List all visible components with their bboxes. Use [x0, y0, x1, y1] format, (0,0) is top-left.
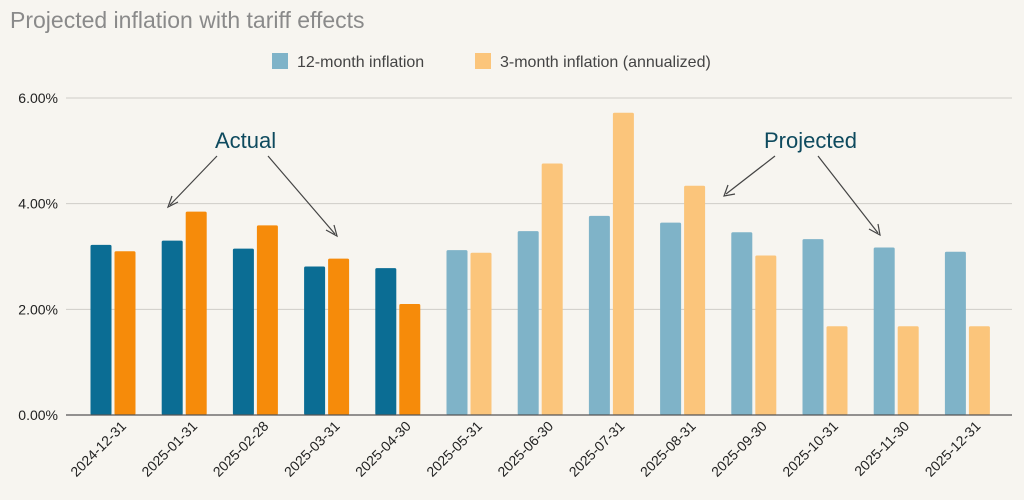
x-tick-label: 2025-05-31: [423, 418, 485, 480]
x-tick-label: 2025-07-31: [566, 418, 628, 480]
arrow-projected-left: [725, 155, 776, 195]
x-tick-label: 2024-12-31: [67, 418, 129, 480]
y-axis-ticks: 0.00% 2.00% 4.00% 6.00%: [18, 90, 58, 423]
legend-label-3-month: 3-month inflation (annualized): [500, 54, 711, 71]
legend: 12-month inflation 3-month inflation (an…: [272, 53, 711, 71]
bar-3-month: [256, 225, 278, 415]
bar-12-month: [304, 266, 326, 415]
x-tick-label: 2025-11-30: [851, 418, 912, 479]
bar-3-month: [114, 251, 136, 415]
bar-12-month: [375, 268, 397, 415]
annotation-actual: Actual: [215, 128, 276, 153]
x-tick-label: 2025-10-31: [779, 418, 841, 480]
x-tick-label: 2025-12-31: [922, 418, 984, 480]
x-tick-label: 2025-01-31: [138, 418, 200, 480]
bar-3-month: [470, 252, 492, 415]
legend-swatch-3-month: [475, 53, 491, 69]
bar-12-month: [873, 247, 895, 415]
bar-12-month: [232, 248, 254, 415]
bar-3-month: [541, 163, 563, 415]
arrow-projected-right: [817, 155, 879, 234]
bar-12-month: [161, 240, 183, 415]
x-tick-label: 2025-09-30: [708, 418, 770, 480]
annotation-projected: Projected: [764, 128, 857, 153]
bar-3-month: [684, 185, 706, 415]
chart-title: Projected inflation with tariff effects: [10, 7, 365, 33]
x-tick-label: 2025-08-31: [637, 418, 699, 480]
legend-label-12-month: 12-month inflation: [297, 54, 424, 71]
arrowhead-projected-left: [723, 184, 736, 197]
bar-12-month: [944, 251, 966, 415]
bar-12-month: [446, 250, 468, 415]
bar-3-month: [755, 255, 777, 415]
x-tick-label: 2025-06-30: [494, 418, 556, 480]
bar-12-month: [588, 215, 610, 415]
bar-12-month: [90, 244, 112, 415]
bar-3-month: [968, 326, 990, 415]
bar-12-month: [660, 222, 682, 415]
x-tick-label: 2025-02-28: [210, 418, 272, 480]
bar-3-month: [826, 326, 848, 415]
x-axis-ticks: 2024-12-31 2025-01-31 2025-02-28 2025-03-31…: [67, 418, 984, 480]
y-tick-label: 6.00%: [18, 90, 58, 106]
legend-swatch-12-month: [272, 53, 288, 69]
bar-3-month: [185, 211, 207, 415]
arrowhead-projected-right: [868, 223, 881, 237]
bar-12-month: [517, 231, 539, 415]
x-tick-label: 2025-03-31: [281, 418, 343, 480]
bars: [90, 112, 990, 415]
bar-12-month: [802, 239, 824, 415]
y-tick-label: 4.00%: [18, 196, 58, 212]
arrowhead-actual-left: [166, 195, 179, 209]
arrowhead-actual-right: [325, 224, 338, 238]
x-tick-label: 2025-04-30: [352, 418, 414, 480]
bar-12-month: [731, 232, 753, 415]
bar-3-month: [897, 326, 919, 415]
arrow-actual-right: [267, 155, 336, 235]
gridlines: [66, 97, 1012, 310]
arrow-actual-left: [169, 155, 218, 206]
y-tick-label: 0.00%: [18, 407, 58, 423]
bar-3-month: [328, 258, 350, 415]
y-tick-label: 2.00%: [18, 301, 58, 317]
bar-3-month: [399, 304, 421, 415]
bar-3-month: [612, 112, 634, 415]
annotations: Actual Projected: [166, 128, 881, 238]
